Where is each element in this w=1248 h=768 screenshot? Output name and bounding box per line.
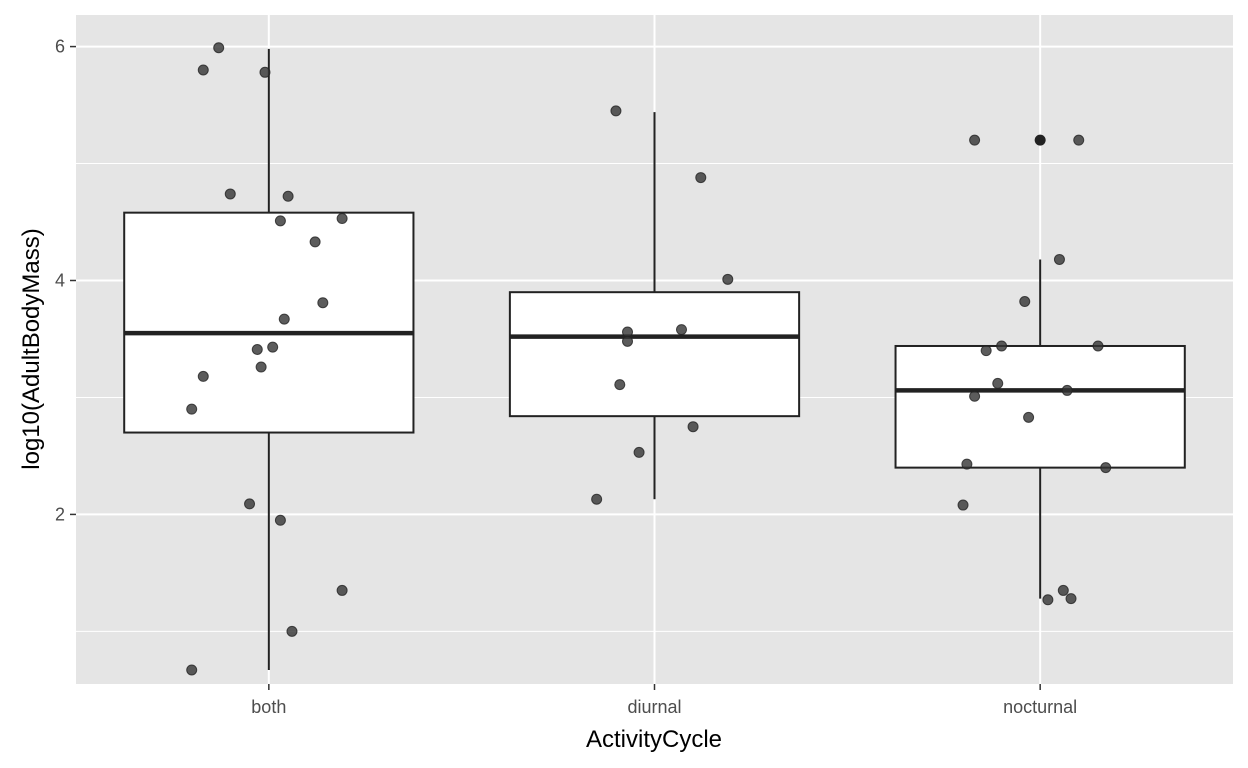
y-axis-title: log10(AdultBodyMass) [18, 228, 45, 469]
y-tick-label: 6 [55, 37, 65, 57]
data-point [244, 498, 256, 510]
data-point [336, 213, 348, 225]
data-point [336, 584, 348, 596]
data-point [614, 379, 626, 391]
data-point [286, 625, 298, 637]
data-point [961, 458, 973, 470]
data-point [633, 446, 645, 458]
x-tick-label: diurnal [627, 697, 681, 717]
box-iqr [894, 344, 1186, 469]
data-point [980, 345, 992, 357]
y-tick-label: 4 [55, 270, 65, 290]
data-point [274, 514, 286, 526]
boxes-layer [123, 48, 1186, 670]
data-point [1065, 593, 1077, 605]
data-point [1042, 594, 1054, 606]
data-point [996, 340, 1008, 352]
data-point [610, 105, 622, 117]
data-point [186, 664, 198, 676]
data-point [591, 493, 603, 505]
data-point [282, 190, 294, 202]
data-point [186, 403, 198, 415]
data-point [224, 188, 236, 200]
data-point [1019, 296, 1031, 308]
x-tick-label: nocturnal [1003, 697, 1077, 717]
data-point [695, 172, 707, 184]
y-tick-label: 2 [55, 504, 65, 524]
box-iqr [508, 291, 801, 418]
x-axis-title: ActivityCycle [586, 726, 722, 753]
data-point [278, 313, 290, 325]
data-point [1073, 134, 1085, 146]
data-point [1053, 253, 1065, 265]
data-point [1092, 340, 1104, 352]
data-point [622, 326, 634, 338]
data-point [1057, 584, 1069, 596]
data-point [622, 335, 634, 347]
data-point [213, 42, 225, 54]
data-point [255, 361, 267, 373]
data-point [722, 273, 734, 285]
data-point [197, 64, 209, 76]
data-point [1100, 462, 1112, 474]
data-point [1023, 411, 1035, 423]
data-point [969, 134, 981, 146]
data-point [251, 344, 263, 355]
data-point [259, 66, 271, 78]
data-point [309, 236, 321, 248]
data-point [1061, 384, 1073, 396]
y-axis: 2 4 6 [55, 37, 76, 524]
data-point [675, 324, 687, 336]
data-point [267, 341, 279, 353]
data-point [992, 377, 1004, 389]
box-iqr [123, 211, 415, 434]
points-layer [186, 42, 1112, 676]
outlier-point [1034, 134, 1046, 146]
data-point [317, 297, 329, 309]
data-point [957, 499, 969, 511]
data-point [274, 215, 286, 227]
x-tick-label: both [251, 697, 286, 717]
data-point [197, 370, 209, 382]
x-axis: both diurnal nocturnal [251, 684, 1077, 717]
data-point [969, 390, 981, 402]
data-point [687, 421, 699, 433]
